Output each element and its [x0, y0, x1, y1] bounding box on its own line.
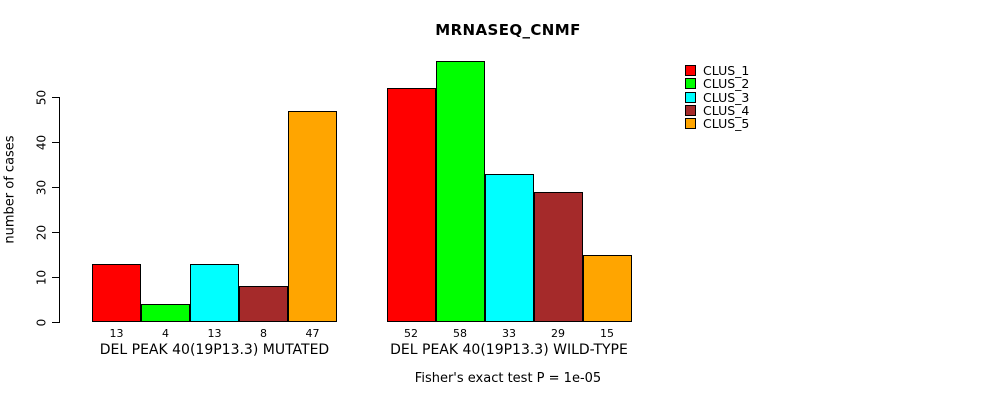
- bar-clus_5-group1: [288, 110, 337, 322]
- legend-label: CLUS_2: [703, 76, 750, 92]
- legend-swatch-icon: [685, 78, 696, 90]
- legend-label: CLUS_1: [703, 63, 750, 79]
- bar-value-label: 4: [162, 327, 169, 340]
- bar-clus_4-group1: [239, 286, 288, 322]
- group-label: DEL PEAK 40(19P13.3) MUTATED: [99, 342, 330, 358]
- legend-swatch-icon: [685, 105, 696, 117]
- y-axis-tick-label: 10: [34, 269, 49, 286]
- y-axis-tick: [52, 142, 59, 143]
- legend: CLUS_1 CLUS_2 CLUS_3 CLUS_4 CLUS_5: [685, 64, 749, 130]
- legend-label: CLUS_5: [703, 116, 750, 132]
- bar-clus_3-group1: [190, 263, 239, 322]
- bar-value-label: 52: [404, 327, 418, 340]
- bar-clus_2-group1: [141, 304, 190, 322]
- bar-clus_3-group2: [484, 173, 534, 322]
- bar-value-label: 15: [600, 327, 614, 340]
- bar-clus_1-group1: [92, 263, 141, 322]
- y-axis-tick-label: 30: [34, 179, 49, 196]
- legend-item-clus_4: CLUS_4: [685, 104, 749, 117]
- bar-value-label: 29: [551, 327, 565, 340]
- bar-clus_1-group2: [386, 88, 436, 322]
- fisher-test-note: Fisher's exact test P = 1e-05: [414, 371, 602, 386]
- bar-clus_5-group2: [582, 254, 632, 322]
- bar-value-label: 13: [109, 327, 124, 340]
- y-axis-label: number of cases: [2, 135, 18, 244]
- bar-value-label: 58: [453, 327, 467, 340]
- legend-item-clus_1: CLUS_1: [685, 64, 749, 77]
- y-axis-tick-label: 50: [34, 89, 49, 106]
- bar-value-label: 33: [502, 327, 516, 340]
- legend-item-clus_5: CLUS_5: [685, 117, 749, 130]
- y-axis-tick-label: 0: [34, 318, 49, 327]
- legend-label: CLUS_3: [703, 89, 750, 105]
- y-axis-tick: [52, 97, 59, 98]
- bar-value-label: 8: [260, 327, 267, 340]
- y-axis-tick: [52, 277, 59, 278]
- legend-swatch-icon: [685, 118, 696, 130]
- legend-swatch-icon: [685, 65, 696, 77]
- group-label: DEL PEAK 40(19P13.3) WILD-TYPE: [390, 342, 628, 358]
- y-axis-tick-label: 20: [34, 224, 49, 241]
- y-axis-tick: [52, 187, 59, 188]
- legend-item-clus_2: CLUS_2: [685, 77, 749, 90]
- bar-value-label: 13: [207, 327, 222, 340]
- bar-clus_4-group2: [533, 191, 583, 322]
- legend-swatch-icon: [685, 91, 696, 103]
- y-axis-line: [59, 97, 60, 323]
- y-axis-tick: [52, 322, 59, 323]
- legend-label: CLUS_4: [703, 103, 750, 119]
- y-axis-tick-label: 40: [34, 134, 49, 151]
- y-axis-tick: [52, 232, 59, 233]
- legend-item-clus_3: CLUS_3: [685, 91, 749, 104]
- chart-title: MRNASEQ_CNMF: [435, 21, 581, 39]
- bar-clus_2-group2: [435, 61, 485, 322]
- bar-value-label: 47: [305, 327, 320, 340]
